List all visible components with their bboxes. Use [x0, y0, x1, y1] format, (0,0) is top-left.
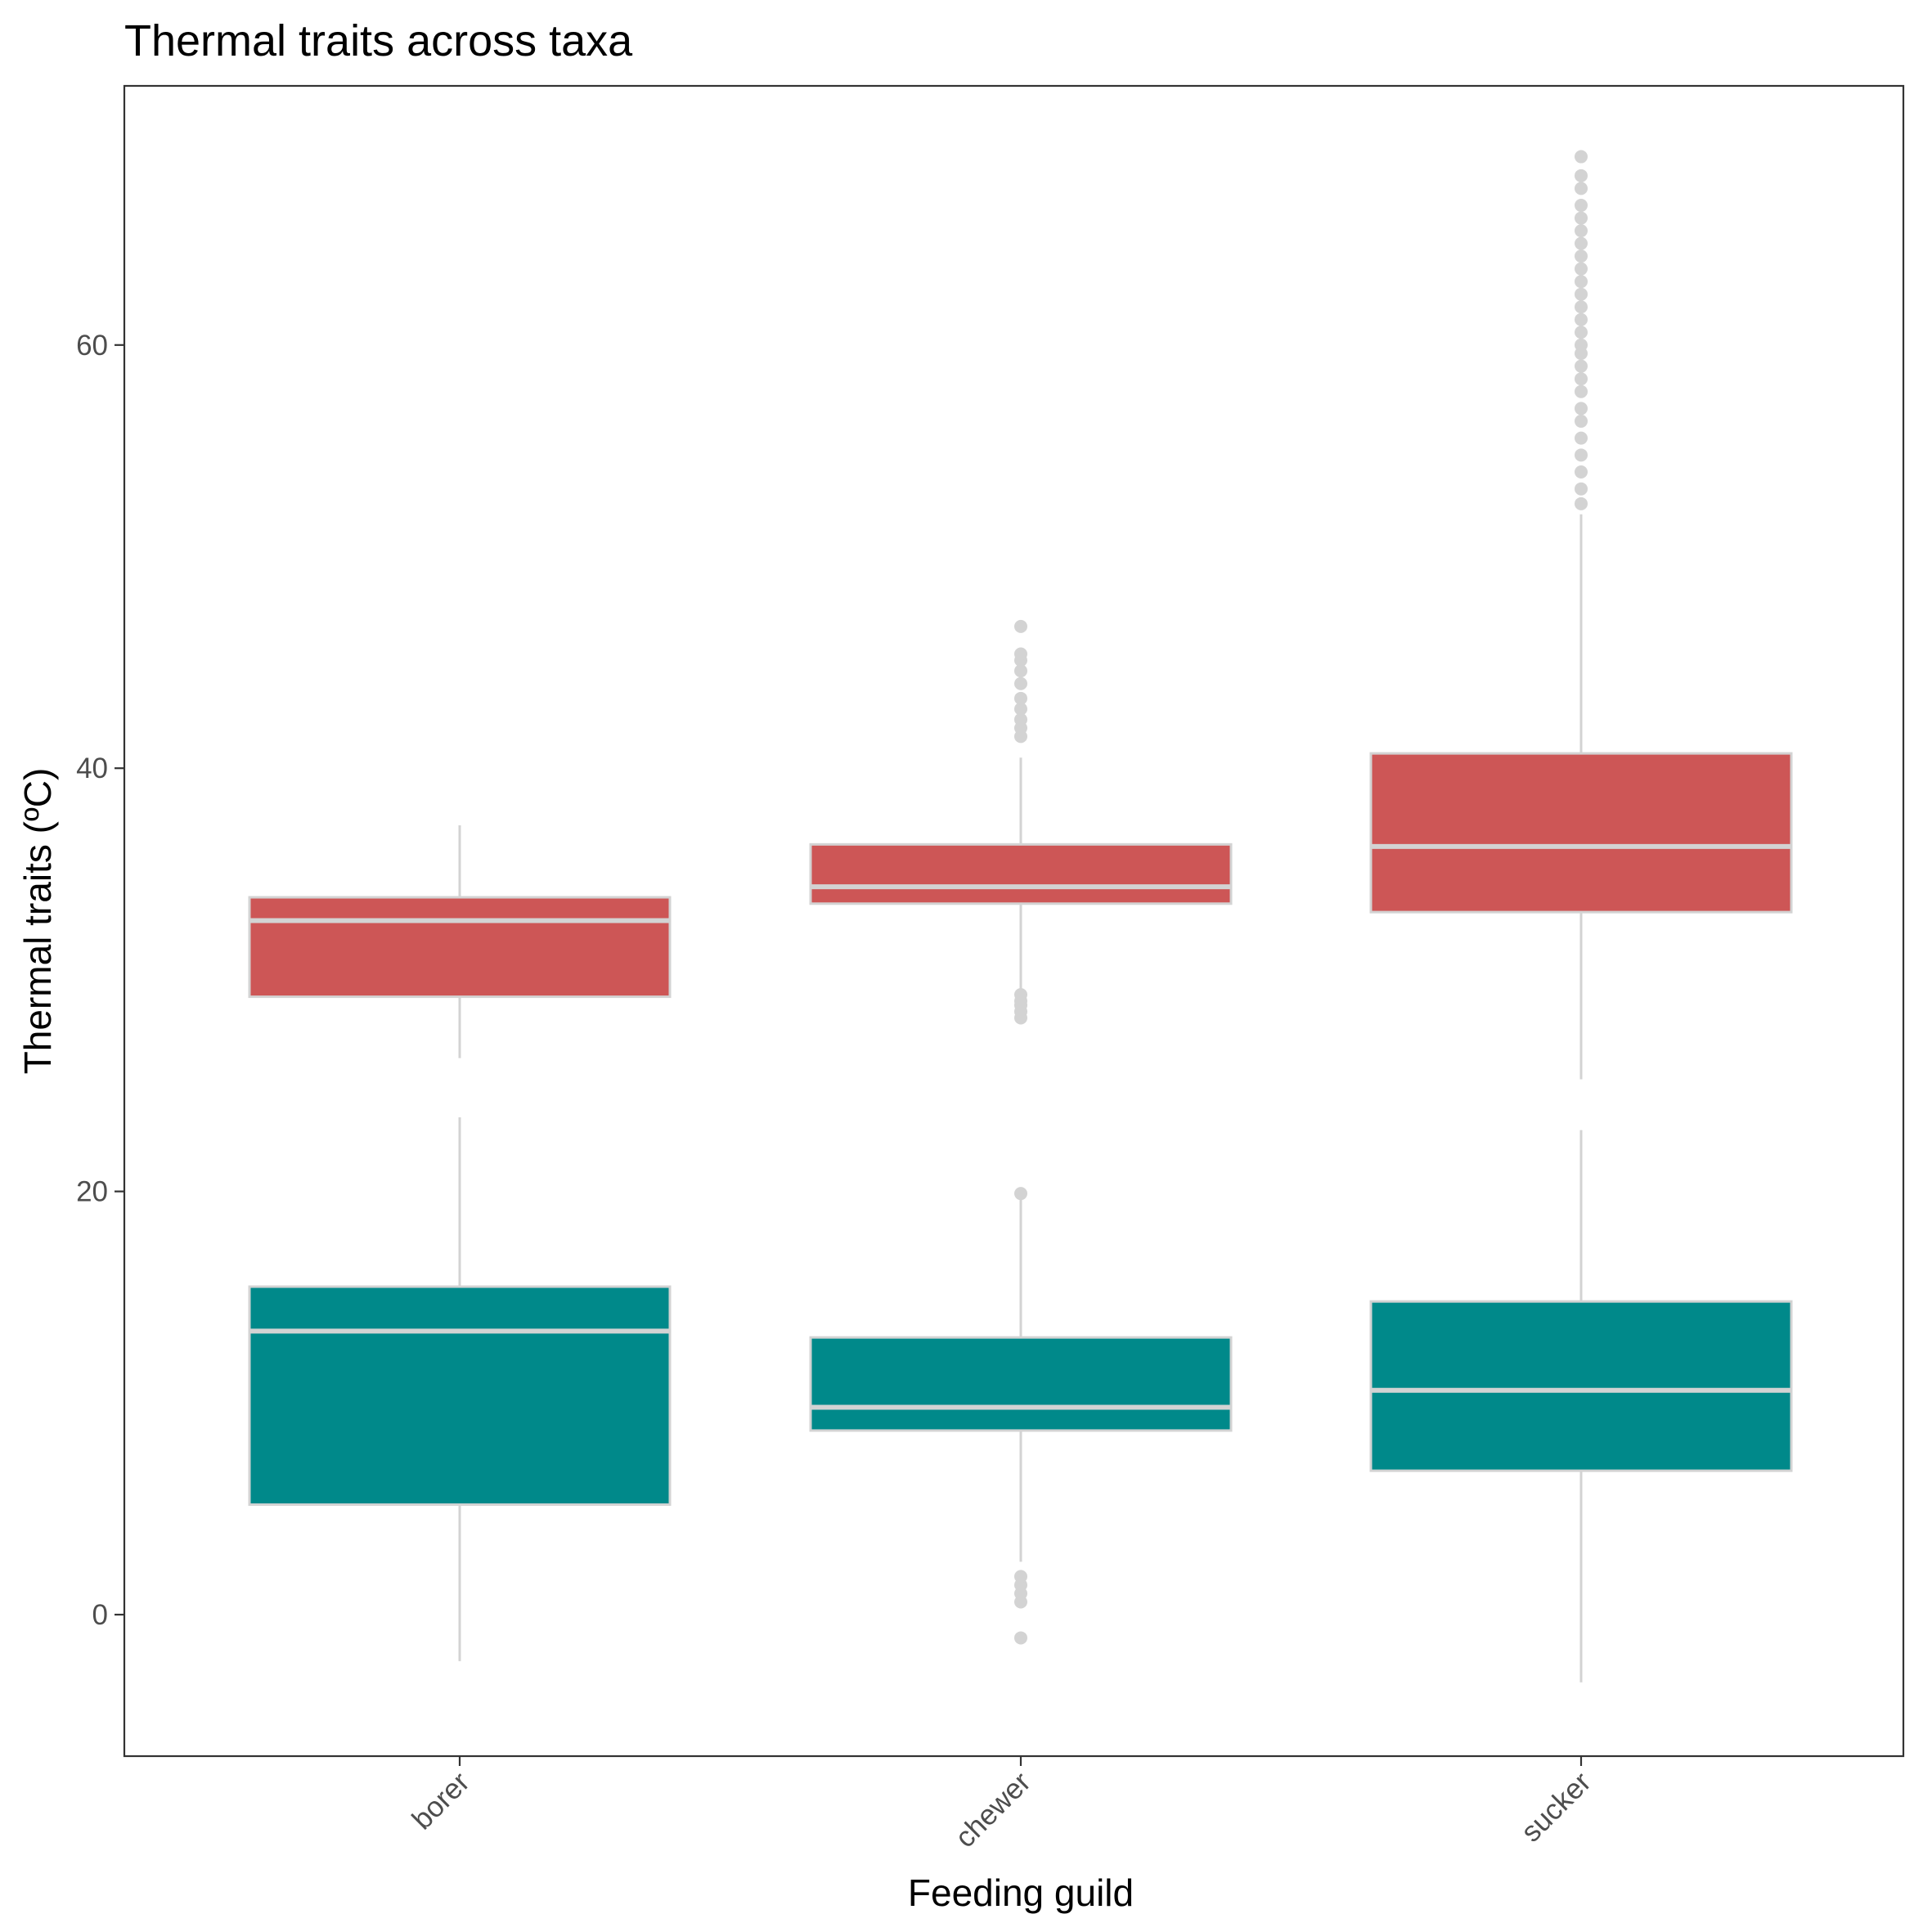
- outlier-point: [1575, 496, 1588, 510]
- outlier-point: [1575, 431, 1588, 445]
- box-body: [248, 896, 672, 999]
- outlier-point: [1575, 402, 1588, 416]
- outlier-point: [1575, 465, 1588, 479]
- panel-border: [123, 84, 1905, 1758]
- outlier-point: [1014, 1570, 1027, 1584]
- x-tick-label-chewer: chewer: [949, 1766, 1037, 1854]
- outlier-point: [1014, 712, 1027, 726]
- outlier-point: [1575, 287, 1588, 301]
- y-tick-label-40: 40: [76, 753, 108, 784]
- box-lower-borer: [248, 1117, 672, 1661]
- outlier-point: [1014, 988, 1027, 1002]
- x-tick-label-sucker: sucker: [1515, 1766, 1597, 1849]
- outlier-point: [1575, 249, 1588, 263]
- outlier-point: [1575, 384, 1588, 398]
- outlier-point: [1014, 664, 1027, 678]
- x-axis-title: Feeding guild: [908, 1871, 1134, 1914]
- outlier-point: [1575, 482, 1588, 496]
- outlier-point: [1575, 168, 1588, 182]
- outlier-point: [1575, 199, 1588, 213]
- box-lower-chewer: [809, 1187, 1233, 1645]
- outlier-point: [1575, 372, 1588, 386]
- outlier-point: [1014, 691, 1027, 705]
- box-body: [1369, 752, 1793, 914]
- y-tick-label-0: 0: [92, 1599, 108, 1631]
- outlier-point: [1575, 211, 1588, 225]
- outlier-point: [1575, 236, 1588, 250]
- outlier-point: [1575, 300, 1588, 314]
- chart-title: Thermal traits across taxa: [124, 16, 633, 65]
- box-upper-sucker: [1369, 150, 1793, 1080]
- outlier-point: [1575, 312, 1588, 326]
- y-axis-title: Thermal traits (ºC): [16, 768, 59, 1075]
- outlier-point: [1575, 262, 1588, 276]
- box-body: [809, 842, 1233, 905]
- outlier-point: [1575, 359, 1588, 373]
- outlier-point: [1575, 414, 1588, 428]
- outlier-point: [1014, 676, 1027, 690]
- box-body: [1369, 1300, 1793, 1472]
- outlier-point: [1575, 326, 1588, 339]
- outlier-point: [1575, 338, 1588, 352]
- box-upper-borer: [248, 825, 672, 1058]
- outlier-point: [1575, 224, 1588, 238]
- box-body: [248, 1285, 672, 1506]
- outlier-point: [1014, 702, 1027, 716]
- y-tick-label-20: 20: [76, 1176, 108, 1208]
- outlier-point: [1014, 647, 1027, 661]
- outlier-point: [1014, 1631, 1027, 1645]
- outlier-point: [1575, 275, 1588, 289]
- x-tick-label-borer: borer: [406, 1766, 476, 1836]
- box-lower-sucker: [1369, 1130, 1793, 1683]
- box-upper-chewer: [809, 619, 1233, 1025]
- outlier-point: [1575, 182, 1588, 195]
- outlier-point: [1575, 448, 1588, 462]
- y-axis: 0 20 40 60: [76, 330, 124, 1631]
- box-body: [809, 1336, 1233, 1432]
- outlier-point: [1014, 619, 1027, 633]
- x-axis: borer chewer sucker: [406, 1756, 1597, 1853]
- plot-area: [248, 150, 1793, 1683]
- outlier-point: [1014, 1187, 1027, 1201]
- outlier-point: [1575, 150, 1588, 164]
- y-tick-label-60: 60: [76, 330, 108, 362]
